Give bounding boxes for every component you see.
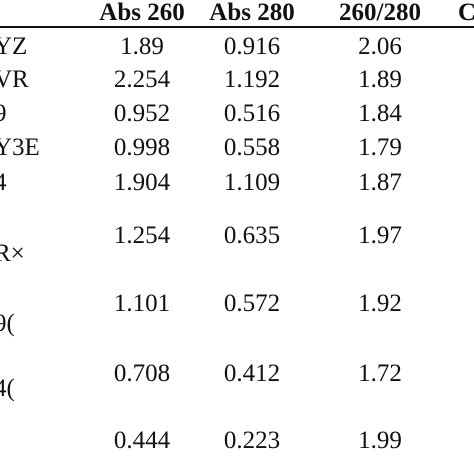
cell-ratio: 1.87 — [358, 169, 402, 196]
cell-abs-260: 0.952 — [113, 100, 171, 127]
cell-ratio: 1.79 — [358, 134, 402, 161]
cell-ratio: 1.89 — [358, 66, 402, 93]
cell-ratio: 2.06 — [358, 33, 402, 60]
cell-abs-260: 1.254 — [113, 222, 171, 249]
cell-abs-280: 0.412 — [223, 360, 281, 387]
row-label: 4( — [0, 375, 15, 402]
cell-abs-260: 1.89 — [120, 33, 164, 60]
cell-abs-260: 0.998 — [113, 134, 171, 161]
cell-ratio: 1.97 — [358, 222, 402, 249]
cell-abs-260: 1.101 — [113, 290, 171, 317]
cell-ratio: 1.92 — [358, 290, 402, 317]
cell-abs-280: 1.192 — [223, 66, 281, 93]
cell-abs-280: 0.516 — [223, 100, 281, 127]
row-label: 9( — [0, 310, 15, 337]
row-label: YZ — [0, 33, 28, 60]
cell-abs-260: 2.254 — [113, 66, 171, 93]
cell-ratio: 1.99 — [358, 427, 402, 454]
cell-abs-280: 0.916 — [223, 33, 281, 60]
cell-ratio: 1.72 — [358, 360, 402, 387]
row-label: 4 — [0, 169, 7, 196]
cell-abs-260: 1.904 — [113, 169, 171, 196]
cell-abs-280: 0.635 — [223, 222, 281, 249]
cell-abs-260: 0.444 — [113, 427, 171, 454]
cell-abs-280: 0.223 — [223, 427, 281, 454]
row-label: Y3E — [0, 134, 40, 161]
header-abs-260: Abs 260 — [99, 0, 185, 26]
cell-abs-280: 1.109 — [223, 169, 281, 196]
header-truncated: C — [458, 0, 474, 26]
row-label: R× — [0, 240, 25, 267]
cell-abs-280: 0.558 — [223, 134, 281, 161]
cell-abs-260: 0.708 — [113, 360, 171, 387]
header-rule — [0, 26, 474, 28]
header-ratio-260-280: 260/280 — [339, 0, 421, 26]
row-label: VR — [0, 66, 29, 93]
row-label: 9 — [0, 100, 7, 127]
cell-ratio: 1.84 — [358, 100, 402, 127]
cell-abs-280: 0.572 — [223, 290, 281, 317]
header-abs-280: Abs 280 — [209, 0, 295, 26]
